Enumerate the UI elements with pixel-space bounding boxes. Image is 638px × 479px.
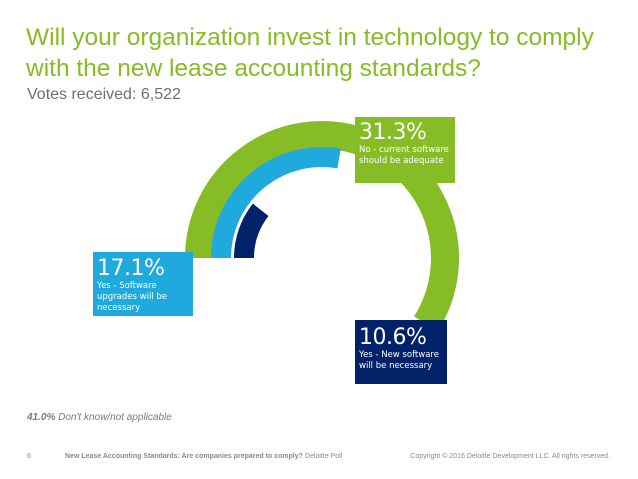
- callout-percent: 31.3%: [359, 120, 427, 145]
- callout-no-current-software: 31.3% No - current software should be ad…: [355, 117, 455, 183]
- footer-copyright: Copyright © 2016 Deloitte Development LL…: [410, 453, 610, 460]
- footer-source: Deloitte Poll: [304, 453, 343, 460]
- ring-new-software: [234, 203, 269, 259]
- callout-description: Yes - Software upgrades will be necessar…: [97, 281, 168, 313]
- footnote-percent: 41.0%: [27, 412, 56, 423]
- callout-percent: 10.6%: [359, 325, 427, 350]
- callout-description: No - current software should be adequate: [359, 145, 449, 166]
- callout-description: Yes - New software will be necessary: [359, 350, 439, 371]
- footnote-text: Don't know/not applicable: [58, 412, 172, 423]
- page-number: 6: [27, 453, 31, 460]
- ring-software-upgrades: [211, 147, 341, 259]
- page-title: Will your organization invest in technol…: [26, 24, 594, 82]
- footer-doc-title: New Lease Accounting Standards: Are comp…: [65, 453, 303, 460]
- footnote-dont-know: 41.0% Don't know/not applicable: [27, 412, 172, 423]
- callout-software-upgrades: 17.1% Yes - Software upgrades will be ne…: [93, 252, 193, 316]
- callout-percent: 17.1%: [97, 256, 165, 281]
- footer-title: New Lease Accounting Standards: Are comp…: [65, 453, 342, 460]
- votes-received: Votes received: 6,522: [27, 86, 181, 103]
- callout-new-software: 10.6% Yes - New software will be necessa…: [355, 320, 447, 384]
